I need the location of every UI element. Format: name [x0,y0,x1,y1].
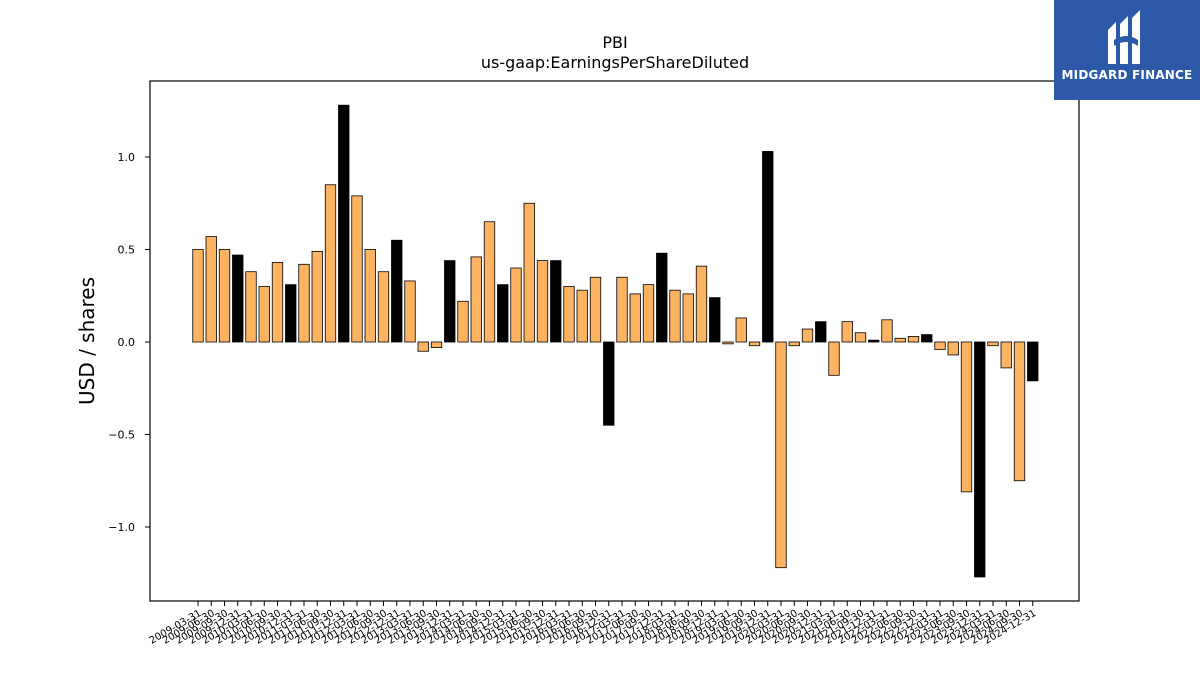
bar-2015-03-31 [510,267,522,343]
bar-2020-03-31 [775,341,787,569]
bar-2021-12-31 [868,339,880,343]
bar-2010-09-30 [271,262,284,343]
bar-2024-12-31 [1027,341,1039,382]
bar-2021-06-30 [841,321,853,343]
bar-2010-03-31 [245,271,257,343]
bar-2020-06-30 [788,341,800,347]
bar-2022-09-30 [907,336,920,343]
bar-2011-03-31 [298,263,310,343]
bar-2015-12-31 [550,260,562,343]
bar-2017-12-31 [656,252,668,343]
bar-2013-12-31 [444,260,456,343]
bar-2010-06-30 [258,286,270,343]
y-tick-label: −1.0 [108,521,135,534]
bar-2015-09-30 [536,260,549,343]
bar-2014-09-30 [483,221,496,343]
bar-2024-06-30 [1000,341,1012,369]
bars-group [192,104,1039,578]
bar-2022-12-31 [921,334,933,343]
bar-2017-06-30 [629,293,641,343]
midgard-logo: MIDGARD FINANCE [1054,0,1200,100]
chart-subtitle: us-gaap:EarningsPerShareDiluted [481,53,749,72]
bar-2023-06-30 [947,341,959,356]
bar-2018-09-30 [695,265,708,343]
bar-2009-09-30 [218,249,231,343]
bar-2023-03-31 [934,341,946,350]
bar-2010-12-31 [285,284,297,343]
bar-2020-12-31 [815,321,827,343]
bar-2024-09-30 [1013,341,1026,482]
bar-2013-06-30 [417,341,429,352]
bar-2012-09-30 [377,271,390,343]
bar-2020-09-30 [801,328,814,343]
bar-2019-12-31 [762,151,774,343]
bar-2021-03-31 [828,341,840,376]
bar-2011-09-30 [324,184,337,343]
y-axis-label: USD / shares [75,277,99,405]
midgard-logo-icon [1108,10,1140,64]
bar-2017-09-30 [642,284,655,343]
bar-2024-03-31 [987,341,999,347]
x-ticks-group: 2009-03-312009-06-302009-09-302009-12-31… [148,601,1038,647]
bar-2022-03-31 [881,319,893,343]
bar-2012-03-31 [351,195,363,343]
bar-2015-06-30 [523,202,535,343]
y-ticks-group: −1.0 −0.5 0.0 0.5 1.0 [108,151,150,534]
bar-2022-06-30 [894,337,906,343]
y-tick-label: −0.5 [108,429,135,442]
plot-frame [149,80,1080,602]
bar-2023-09-30 [960,341,973,493]
bar-2011-12-31 [338,104,350,343]
bar-2009-06-30 [205,236,217,343]
bar-2019-09-30 [748,341,761,347]
bar-2009-12-31 [232,254,244,343]
bar-2017-03-31 [616,276,628,343]
bar-2012-12-31 [391,239,403,343]
bar-2014-06-30 [470,256,482,343]
bar-2011-06-30 [311,250,323,343]
y-tick-label: 1.0 [118,151,136,164]
bar-2016-03-31 [563,286,575,343]
bar-2012-06-30 [364,249,376,343]
bar-2023-12-31 [974,341,986,578]
bar-2009-03-31 [192,249,204,343]
bar-2019-03-31 [722,341,734,345]
bar-2014-12-31 [497,284,509,343]
bar-2013-03-31 [404,280,416,343]
chart-title: PBI [602,33,627,52]
bar-2016-12-31 [603,341,615,426]
y-tick-label: 0.5 [118,244,136,257]
y-tick-label: 0.0 [118,336,136,349]
logo-text: MIDGARD FINANCE [1061,68,1193,82]
bar-2013-09-30 [430,341,443,348]
bar-2018-03-31 [669,289,681,343]
bar-2014-03-31 [457,300,469,343]
bar-2016-06-30 [576,289,588,343]
bar-2019-06-30 [735,317,747,343]
bar-2018-12-31 [709,297,721,343]
bar-2021-09-30 [854,332,867,343]
bar-2018-06-30 [682,293,694,343]
bar-2016-09-30 [589,276,602,343]
